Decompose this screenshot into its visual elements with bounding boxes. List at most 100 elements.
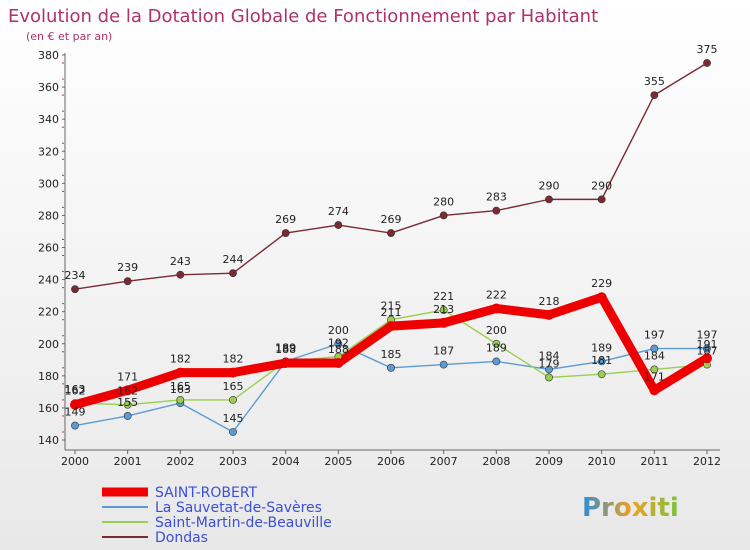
data-point-saint-martin-de-beauville (545, 373, 553, 382)
data-point-saint-robert (649, 385, 660, 396)
data-point-la-sauvetat-de-saveres (71, 421, 79, 430)
data-label-saint-robert: 211 (381, 306, 402, 319)
data-point-la-sauvetat-de-saveres (387, 363, 395, 372)
data-label-dondas: 290 (591, 179, 612, 192)
data-point-la-sauvetat-de-saveres (650, 344, 659, 353)
data-point-dondas (71, 285, 79, 294)
data-label-saint-robert: 218 (539, 295, 560, 308)
data-label-saint-martin-de-beauville: 200 (486, 324, 507, 337)
data-label-saint-martin-de-beauville: 184 (644, 349, 665, 362)
x-tick-label: 2008 (482, 455, 510, 468)
data-label-dondas: 234 (65, 269, 86, 282)
data-point-dondas (229, 269, 237, 278)
data-point-dondas (281, 229, 290, 237)
data-point-saint-robert (544, 309, 554, 320)
data-point-dondas (703, 59, 711, 67)
chart-subtitle: (en € et par an) (26, 30, 112, 43)
x-tick-label: 2005 (324, 455, 352, 468)
x-tick-label: 2003 (219, 455, 247, 468)
data-point-dondas (387, 229, 395, 237)
data-point-saint-robert (175, 367, 186, 378)
y-tick-label: 320 (38, 145, 59, 158)
x-tick-label: 2011 (640, 455, 668, 468)
x-tick-label: 2007 (430, 455, 458, 468)
data-label-dondas: 274 (328, 205, 349, 218)
data-point-saint-robert (280, 358, 291, 368)
chart-title: Evolution de la Dotation Globale de Fonc… (8, 6, 598, 27)
data-point-la-sauvetat-de-saveres (703, 344, 711, 353)
data-point-saint-martin-de-beauville (439, 306, 448, 314)
data-label-saint-martin-de-beauville: 165 (170, 380, 191, 393)
data-point-saint-martin-de-beauville (176, 395, 185, 404)
data-point-saint-martin-de-beauville (492, 339, 501, 348)
data-label-dondas: 280 (433, 195, 454, 208)
y-tick-label: 140 (38, 434, 59, 447)
data-point-dondas (176, 270, 185, 279)
legend-label-la-sauvetat-de-saveres: La Sauvetat-de-Savères (155, 500, 322, 516)
data-label-la-sauvetat-de-saveres: 185 (381, 348, 402, 361)
data-label-saint-robert: 188 (275, 343, 296, 356)
data-point-dondas (597, 195, 606, 204)
data-point-dondas (650, 91, 659, 100)
data-point-dondas (439, 211, 448, 220)
data-label-saint-robert: 182 (170, 353, 191, 366)
data-point-saint-robert (228, 367, 238, 378)
data-label-la-sauvetat-de-saveres: 189 (275, 341, 296, 354)
data-point-la-sauvetat-de-saveres (545, 365, 553, 374)
data-label-saint-robert: 222 (486, 288, 507, 301)
data-point-dondas (123, 277, 132, 286)
data-label-saint-martin-de-beauville: 189 (275, 341, 296, 354)
data-label-saint-martin-de-beauville: 165 (223, 380, 244, 393)
data-label-la-sauvetat-de-saveres: 189 (486, 341, 507, 354)
data-label-dondas: 244 (223, 253, 244, 266)
data-label-saint-robert: 229 (591, 277, 612, 290)
y-tick-label: 220 (38, 306, 59, 319)
proxiti-logo: Proxiti (582, 493, 679, 523)
y-tick-label: 360 (38, 81, 59, 94)
data-label-saint-robert: 171 (117, 370, 138, 383)
data-label-la-sauvetat-de-saveres: 155 (117, 396, 138, 409)
data-label-la-sauvetat-de-saveres: 149 (65, 406, 86, 419)
data-point-saint-robert (70, 399, 80, 410)
data-label-la-sauvetat-de-saveres: 184 (539, 349, 560, 362)
y-tick-label: 160 (38, 402, 59, 415)
data-point-saint-robert (491, 303, 502, 314)
data-point-saint-robert (333, 358, 344, 368)
data-point-saint-martin-de-beauville (650, 365, 659, 374)
x-tick-label: 2001 (114, 455, 142, 468)
data-label-dondas: 243 (170, 255, 191, 268)
data-point-saint-robert (386, 321, 396, 332)
data-label-dondas: 290 (539, 179, 560, 192)
data-point-la-sauvetat-de-saveres (229, 428, 237, 436)
data-label-saint-robert: 171 (644, 370, 665, 383)
x-tick-label: 2012 (693, 455, 721, 468)
y-tick-label: 280 (38, 209, 59, 222)
data-point-dondas (334, 221, 343, 229)
data-label-dondas: 375 (697, 43, 718, 56)
data-label-saint-martin-de-beauville: 221 (433, 290, 454, 303)
data-point-la-sauvetat-de-saveres (439, 360, 448, 369)
y-tick-label: 340 (38, 113, 59, 126)
data-label-saint-martin-de-beauville: 162 (117, 385, 138, 398)
data-label-la-sauvetat-de-saveres: 197 (644, 329, 665, 342)
legend-label-dondas: Dondas (155, 530, 208, 546)
data-label-saint-martin-de-beauville: 215 (381, 300, 402, 313)
data-label-dondas: 269 (275, 213, 296, 226)
data-point-saint-robert (596, 292, 607, 303)
data-label-dondas: 355 (644, 75, 665, 88)
y-tick-label: 200 (38, 338, 59, 351)
data-label-saint-martin-de-beauville: 192 (328, 337, 349, 350)
y-tick-label: 240 (38, 274, 59, 287)
y-tick-label: 300 (38, 177, 59, 190)
data-label-saint-martin-de-beauville: 163 (65, 383, 86, 396)
data-label-la-sauvetat-de-saveres: 145 (223, 412, 244, 425)
data-point-la-sauvetat-de-saveres (123, 412, 132, 420)
data-point-dondas (545, 195, 553, 204)
data-point-saint-martin-de-beauville (123, 400, 132, 409)
data-label-saint-martin-de-beauville: 187 (697, 345, 718, 358)
data-label-dondas: 283 (486, 191, 507, 204)
